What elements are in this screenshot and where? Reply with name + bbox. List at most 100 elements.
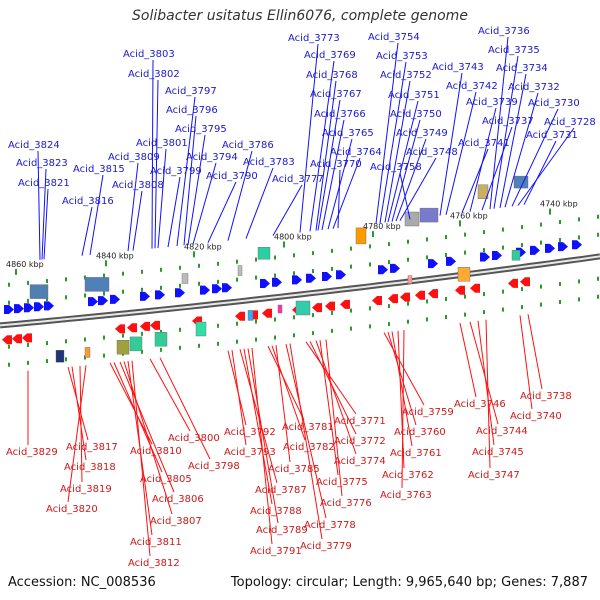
bottom-gene-label: Acid_3817: [66, 442, 118, 453]
bottom-gene-leader: [469, 321, 499, 425]
inner-top-ticks-mark: [502, 245, 504, 250]
inner-bottom-ticks-mark: [179, 327, 181, 332]
kbp-tick-label: 4800 kbp: [274, 233, 312, 242]
top-gene-label: Acid_3802: [128, 69, 180, 80]
top-gene-label: Acid_3732: [508, 82, 560, 93]
bottom-gene-leader: [71, 366, 87, 461]
reverse-gene-arrow: [508, 278, 518, 288]
bottom-gene-label: Acid_3810: [130, 446, 182, 457]
inner-bottom-ticks-mark: [483, 292, 485, 297]
top-gene-leader: [399, 172, 411, 220]
outer-top-ticks-mark: [198, 263, 200, 268]
inner-bottom-ticks-mark: [407, 301, 409, 306]
inner-top-ticks-mark: [274, 273, 276, 278]
top-gene-label: Acid_3795: [175, 124, 227, 135]
top-gene-label: Acid_3823: [16, 158, 68, 169]
outer-top-ticks-mark: [388, 242, 390, 247]
bottom-gene-leader: [459, 322, 477, 398]
forward-gene-arrow: [378, 265, 388, 275]
forward-gene-arrow: [4, 305, 14, 315]
top-gene-leader: [399, 157, 437, 221]
inner-top-ticks-mark: [160, 285, 162, 290]
feature-box: [257, 247, 271, 260]
feature-box: [84, 277, 110, 292]
inner-top-ticks-mark: [141, 287, 143, 292]
forward-gene-arrow: [24, 303, 34, 313]
bottom-gene-leader: [149, 358, 191, 432]
top-gene-label: Acid_3768: [306, 70, 358, 81]
top-gene-label: Acid_3758: [370, 162, 422, 173]
bottom-gene-label: Acid_3738: [520, 391, 572, 402]
inner-top-ticks-mark: [407, 257, 409, 262]
top-gene-label: Acid_3765: [322, 128, 374, 139]
bottom-gene-label: Acid_3776: [320, 498, 372, 509]
feature-box: [407, 275, 413, 284]
outer-bottom-ticks-mark: [46, 359, 48, 364]
outer-bottom-ticks-mark: [160, 347, 162, 352]
reverse-gene-arrow: [325, 301, 335, 311]
outer-bottom-ticks-mark: [597, 294, 599, 299]
top-gene-label: Acid_3752: [380, 70, 432, 81]
bottom-gene-label: Acid_3812: [128, 558, 180, 569]
inner-top-ticks-mark: [483, 248, 485, 253]
top-gene-leader: [207, 181, 237, 243]
outer-top-ticks-mark: [217, 261, 219, 266]
forward-gene-arrow: [140, 291, 150, 301]
bottom-gene-label: Acid_3800: [168, 433, 220, 444]
top-gene-label: Acid_3777: [272, 174, 324, 185]
outer-bottom-ticks-mark: [179, 345, 181, 350]
outer-bottom-ticks-mark: [445, 315, 447, 319]
feature-box: [355, 227, 367, 245]
inner-bottom-ticks-mark: [350, 308, 352, 313]
inner-bottom-ticks-mark: [331, 310, 333, 315]
bottom-gene-leader: [243, 348, 273, 505]
top-gene-leader: [192, 162, 217, 245]
bottom-gene-leader: [79, 365, 83, 483]
reverse-gene-arrow: [140, 321, 150, 331]
top-gene-leader: [387, 100, 419, 223]
outer-top-ticks-mark: [8, 282, 10, 287]
top-gene-leader: [245, 167, 274, 239]
bottom-gene-label: Acid_3740: [510, 411, 562, 422]
bottom-gene-label: Acid_3793: [224, 447, 276, 458]
inner-top-ticks-mark: [388, 260, 390, 265]
top-gene-leader: [43, 188, 49, 260]
top-gene-label: Acid_3824: [8, 140, 60, 151]
inner-bottom-ticks-mark: [464, 294, 466, 299]
outer-bottom-ticks-mark: [426, 317, 428, 322]
outer-bottom-ticks-mark: [388, 322, 390, 327]
outer-top-ticks-mark: [160, 267, 162, 272]
forward-gene-arrow: [558, 242, 568, 252]
top-gene-label: Acid_3741: [458, 138, 510, 149]
inner-bottom-ticks-mark: [293, 315, 295, 320]
top-gene-leader: [504, 92, 539, 208]
top-gene-label: Acid_3734: [496, 63, 548, 74]
kbp-tick-label: 4820 kbp: [184, 242, 222, 251]
reverse-gene-arrow: [340, 299, 350, 309]
top-gene-leader: [493, 55, 519, 209]
top-gene-leader: [481, 126, 513, 211]
outer-bottom-ticks-mark: [578, 297, 580, 302]
top-gene-leader: [151, 59, 154, 249]
top-gene-leader: [489, 36, 509, 210]
inner-top-ticks-mark: [350, 264, 352, 269]
reverse-gene-arrow: [520, 277, 530, 287]
inner-top-ticks-mark: [312, 269, 314, 274]
reverse-gene-arrow: [400, 292, 410, 302]
bottom-gene-leader: [477, 320, 495, 446]
inner-top-ticks-mark: [559, 238, 561, 242]
feature-box: [129, 336, 143, 352]
outer-bottom-ticks-mark: [27, 360, 29, 365]
top-gene-label: Acid_3816: [62, 196, 114, 207]
outer-bottom-ticks-mark: [521, 305, 523, 310]
bottom-gene-leader: [109, 362, 153, 445]
inner-bottom-ticks-mark: [312, 313, 314, 318]
bottom-gene-leader: [113, 362, 163, 473]
outer-top-ticks-mark: [578, 217, 580, 222]
outer-top-ticks-mark: [312, 251, 314, 256]
inner-bottom-ticks-mark: [141, 331, 143, 336]
top-gene-leader: [469, 107, 497, 212]
top-gene-leader: [299, 43, 319, 233]
outer-bottom-ticks-mark: [559, 300, 561, 304]
forward-gene-arrow: [110, 294, 120, 304]
